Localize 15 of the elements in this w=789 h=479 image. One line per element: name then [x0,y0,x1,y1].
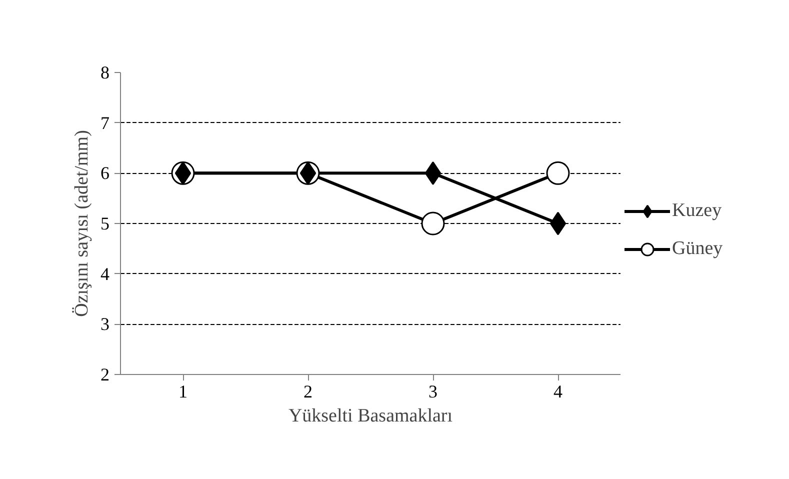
x-tick-label: 3 [428,382,438,402]
x-tick-label: 2 [304,382,312,402]
y-tick-label: 2 [100,364,110,384]
x-axis-title: Yükselti Basamakları [288,406,453,426]
legend-label: Kuzey [672,200,722,222]
y-tick-label: 8 [100,62,110,82]
y-tick-label: 7 [100,112,110,133]
y-tick-label: 5 [100,214,110,234]
x-tick-label: 1 [178,382,188,402]
y-axis-title: Özışını sayısı (adet/mm) [72,130,92,317]
y-tick-label: 6 [100,163,110,184]
y-tick-label: 4 [100,264,110,284]
y-tick-label: 3 [100,314,110,334]
legend-label: Güney [672,238,723,260]
x-tick-label: 4 [554,382,562,402]
